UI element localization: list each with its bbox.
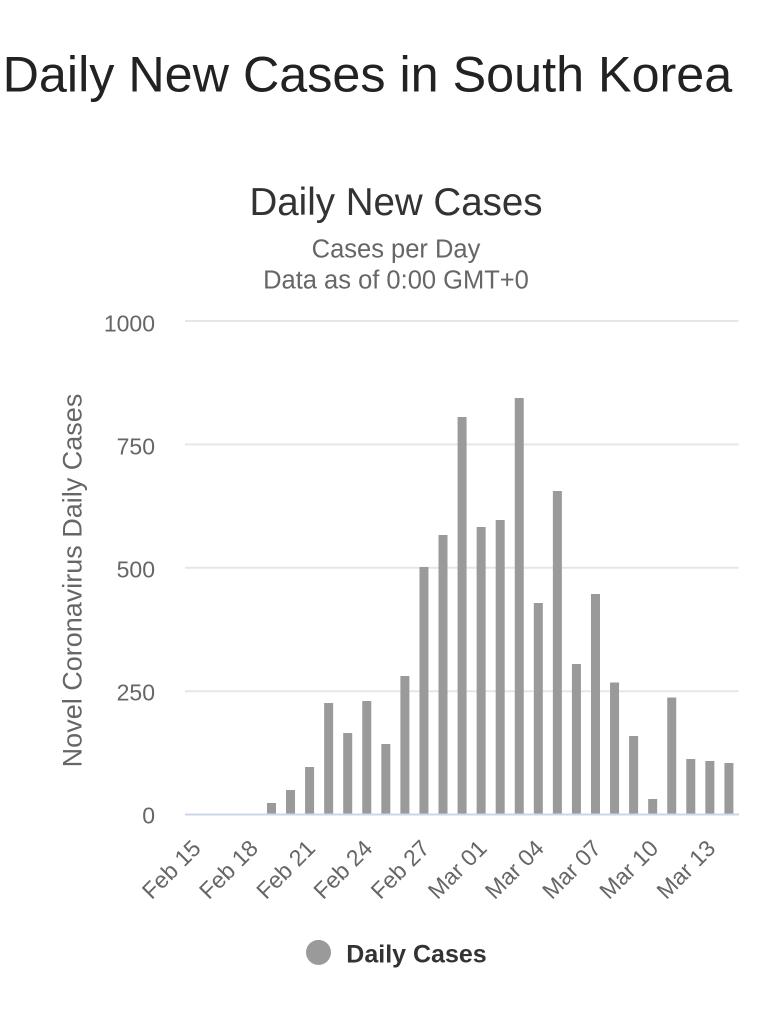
svg-text:Daily New Cases: Daily New Cases [249, 181, 542, 224]
svg-text:Daily New Cases in South Korea: Daily New Cases in South Korea [3, 45, 733, 102]
svg-text:500: 500 [117, 557, 155, 583]
svg-text:1000: 1000 [104, 311, 155, 337]
svg-text:Novel Coronavirus Daily Cases: Novel Coronavirus Daily Cases [57, 394, 87, 768]
svg-text:750: 750 [117, 434, 155, 460]
svg-text:Daily Cases: Daily Cases [346, 941, 486, 969]
svg-text:Data as of 0:00 GMT+0: Data as of 0:00 GMT+0 [263, 267, 529, 295]
svg-text:0: 0 [142, 803, 155, 829]
svg-text:Cases per Day: Cases per Day [312, 235, 481, 263]
svg-text:250: 250 [117, 680, 155, 706]
